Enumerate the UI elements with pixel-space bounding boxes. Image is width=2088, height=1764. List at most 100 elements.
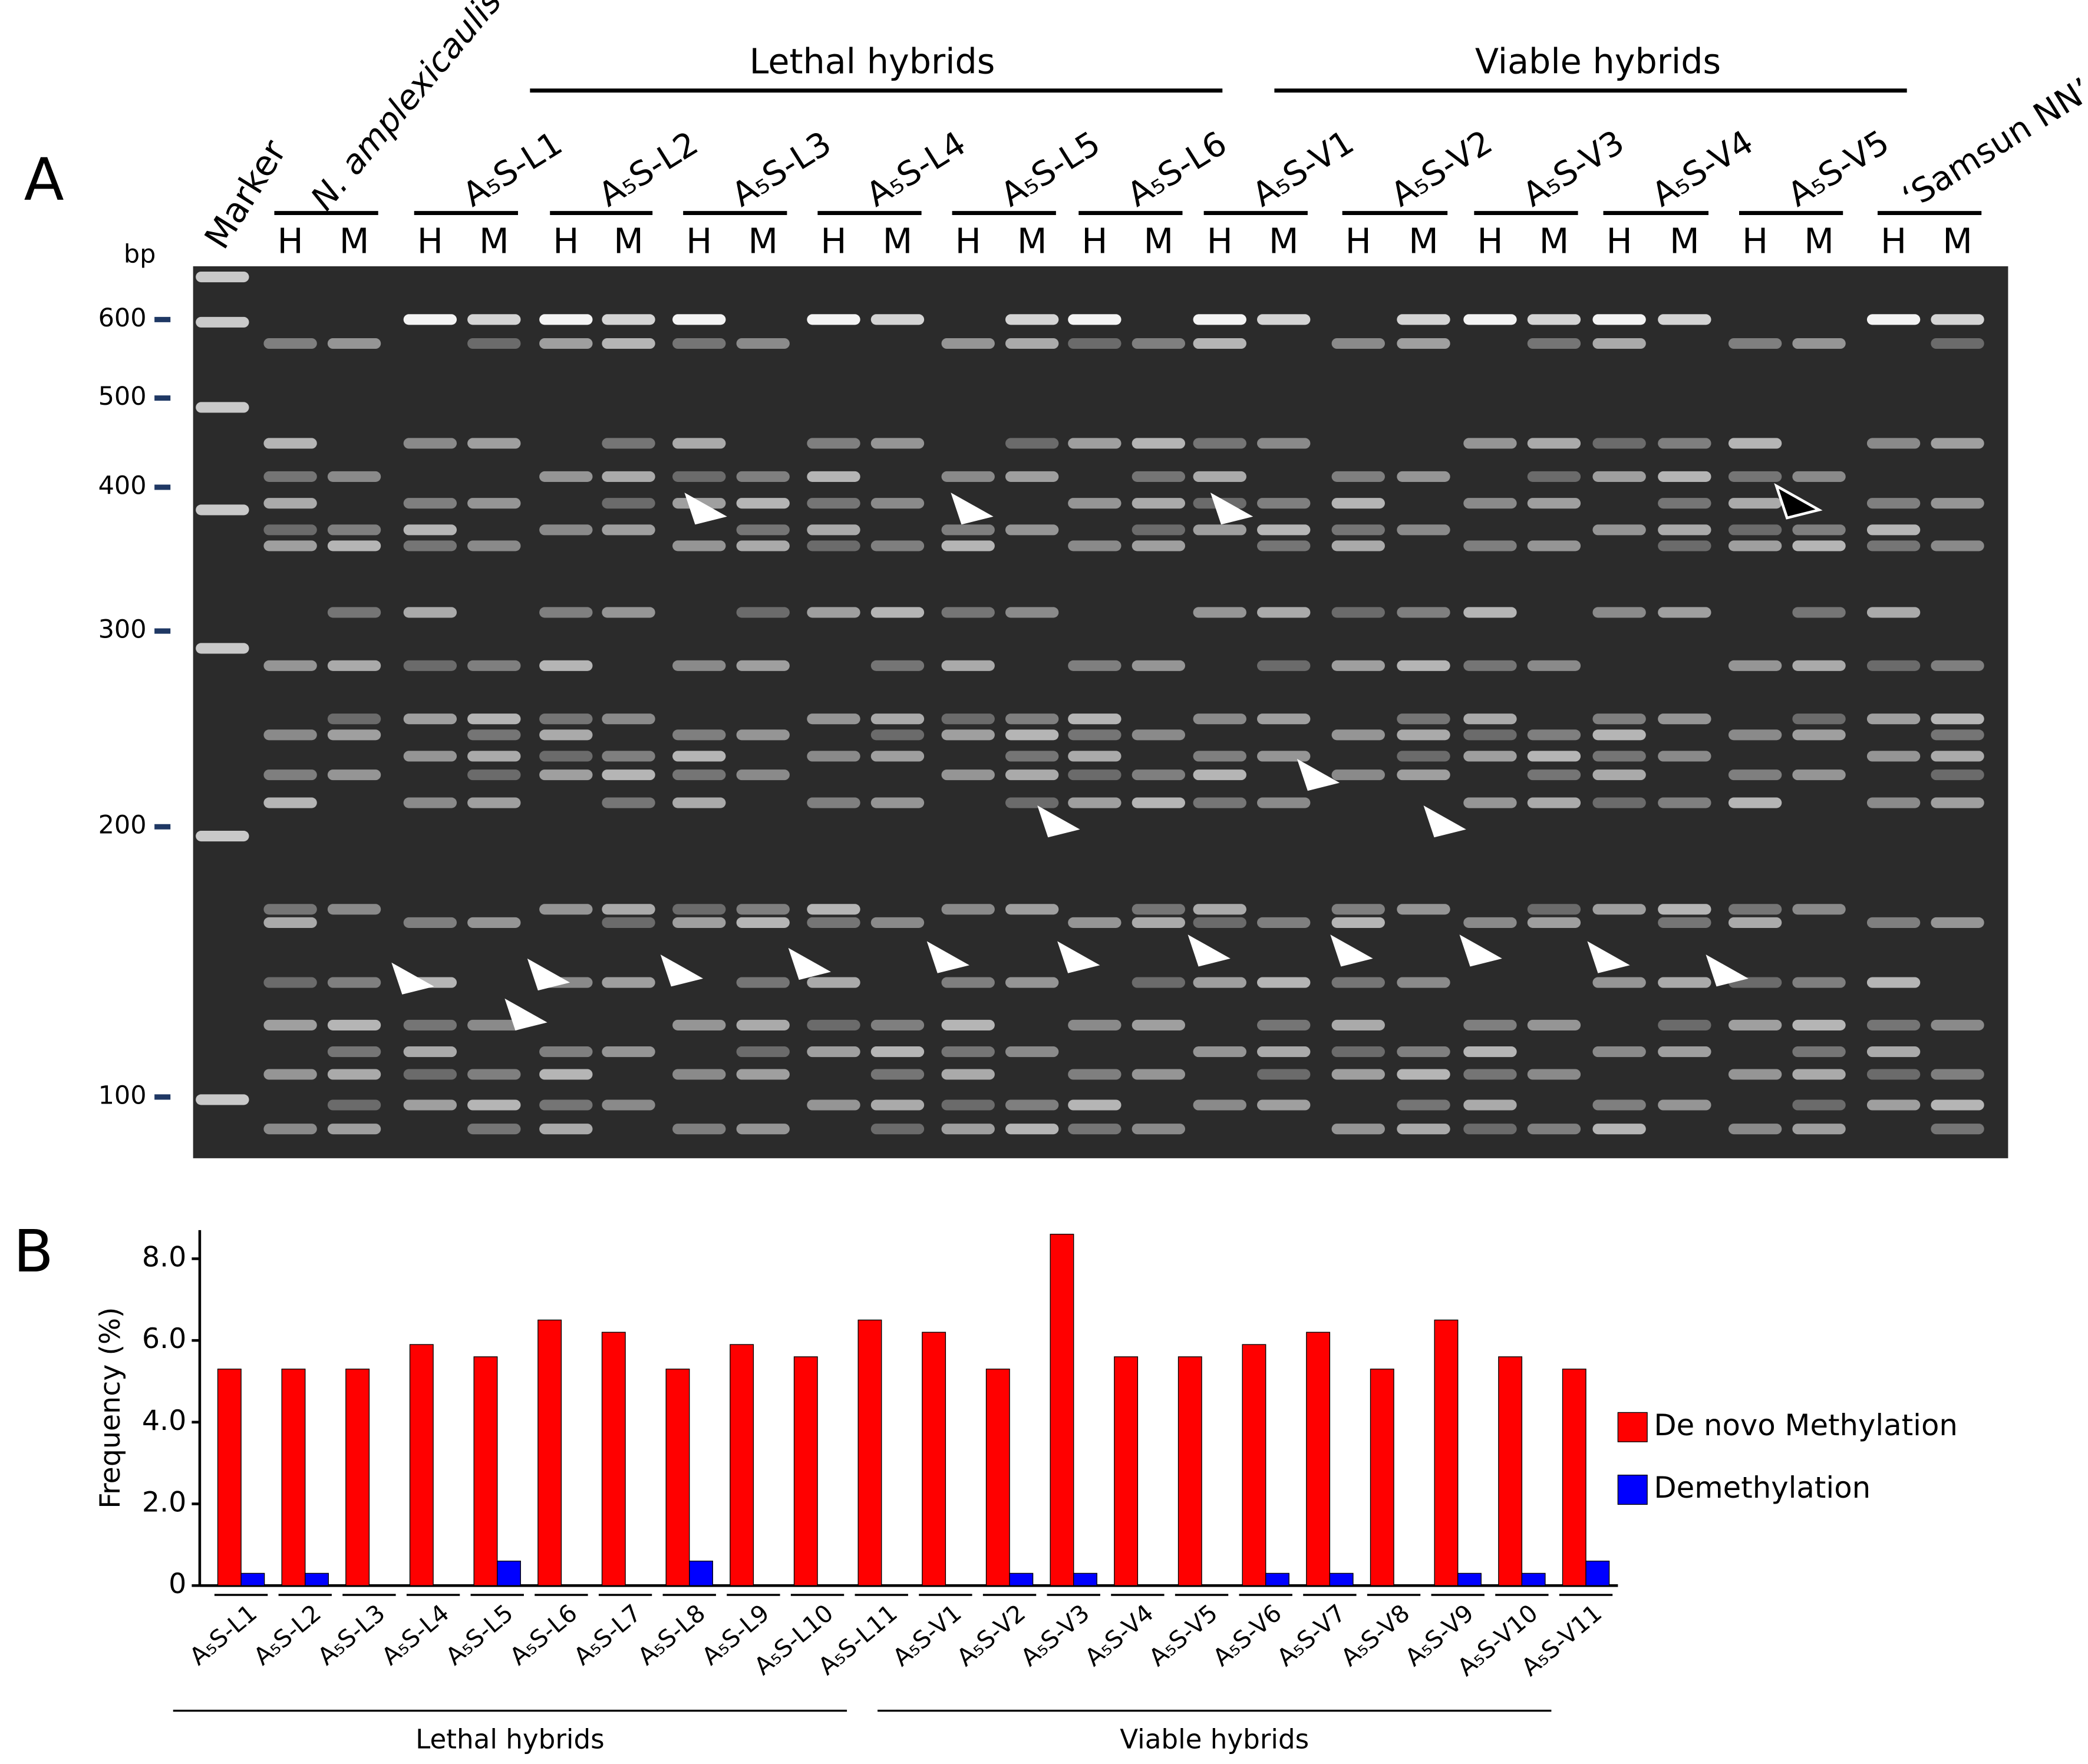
arrowhead — [1706, 954, 1749, 987]
gel-band — [196, 316, 249, 328]
gel-band — [1193, 438, 1246, 449]
gel-band — [1397, 1124, 1450, 1135]
gel-band — [1527, 1019, 1581, 1030]
gel-band — [1931, 438, 1984, 449]
group-label: Viable hybrids — [1475, 41, 1721, 82]
gel-band — [602, 524, 655, 536]
gel-band — [263, 498, 317, 509]
gel-band — [1463, 1099, 1517, 1111]
lane-label: A₅S-V1 — [1246, 123, 1361, 214]
gel-band — [807, 438, 860, 449]
arrowhead — [1037, 805, 1080, 838]
bar — [1562, 1368, 1586, 1586]
lane-letter: H — [1207, 221, 1233, 262]
lane-label: A₅S-L3 — [725, 124, 838, 214]
gel-band — [1931, 797, 1984, 808]
gel-band — [736, 917, 790, 928]
group-label: Lethal hybrids — [415, 1724, 605, 1755]
gel-band — [263, 660, 317, 671]
gel-band — [1397, 751, 1450, 762]
gel-band — [467, 338, 521, 349]
gel-band — [736, 1046, 790, 1058]
gel-band — [539, 338, 593, 349]
lane-letter: H — [1607, 221, 1632, 262]
gel-band — [602, 1046, 655, 1058]
gel-band — [1658, 713, 1711, 725]
gel-band — [1728, 471, 1782, 483]
gel-band — [1592, 729, 1646, 741]
bar — [1050, 1234, 1074, 1586]
gel-band — [1397, 524, 1450, 536]
gel-band — [1132, 1069, 1186, 1080]
gel-band — [941, 1069, 995, 1080]
gel-band — [1592, 713, 1646, 725]
lane-label: ‘Samsun NN’ — [1896, 71, 2088, 217]
lane-letter: M — [748, 221, 778, 262]
gel-band — [1658, 977, 1711, 988]
bar — [793, 1356, 818, 1586]
lane-letter: M — [883, 221, 913, 262]
x-tick-label: A₅S-L5 — [440, 1598, 519, 1670]
gel-band — [672, 314, 726, 325]
gel-band — [403, 713, 457, 725]
gel-band — [1728, 524, 1782, 536]
x-tick-label: A₅S-L6 — [504, 1598, 583, 1670]
gel-band — [539, 713, 593, 725]
gel-band — [539, 1124, 593, 1135]
gel-band — [467, 797, 521, 808]
gel-band — [1527, 1069, 1581, 1080]
gel-band — [327, 713, 381, 725]
gel-band — [602, 977, 655, 988]
gel-band — [1397, 977, 1450, 988]
gel-band — [1728, 498, 1782, 509]
gel-band — [1068, 438, 1121, 449]
gel-band — [1005, 729, 1059, 741]
gel-band — [1397, 1046, 1450, 1058]
size-unit: bp — [124, 239, 156, 269]
arrowhead — [1423, 805, 1466, 838]
gel-band — [602, 904, 655, 915]
gel-band — [403, 1019, 457, 1030]
gel-band — [1592, 607, 1646, 618]
gel-band — [1068, 769, 1121, 781]
bar — [1585, 1560, 1610, 1586]
gel-band — [1792, 338, 1846, 349]
y-tick-label: 6.0 — [142, 1323, 186, 1355]
arrowhead — [1188, 934, 1231, 967]
gel-band — [1005, 1099, 1059, 1111]
gel-band — [870, 438, 925, 449]
gel-band — [672, 1019, 726, 1030]
gel-band — [1068, 498, 1121, 509]
bar — [689, 1560, 713, 1586]
arrowhead — [1057, 941, 1100, 973]
lane-label: A₅S-L1 — [456, 124, 569, 214]
gel-band — [1866, 524, 1921, 536]
gel-band — [327, 729, 381, 741]
bar — [1177, 1356, 1202, 1586]
gel-band — [539, 904, 593, 915]
gel-band — [807, 917, 860, 928]
gel-band — [327, 540, 381, 551]
gel-band — [870, 314, 925, 325]
bar — [240, 1573, 265, 1586]
gel-band — [1658, 917, 1711, 928]
gel-band — [1728, 1124, 1782, 1135]
gel-band — [941, 660, 995, 671]
gel-band — [1257, 498, 1311, 509]
lane-label: A₅S-V4 — [1645, 123, 1760, 214]
gel-band — [1132, 524, 1186, 536]
gel-band — [196, 831, 249, 842]
lane-label: A₅S-L2 — [592, 124, 705, 214]
gel-band — [1132, 797, 1186, 808]
gel-band — [870, 660, 925, 671]
gel-band — [1527, 471, 1581, 483]
gel-band — [1463, 917, 1517, 928]
gel-band — [263, 524, 317, 536]
gel-band — [467, 498, 521, 509]
gel-band — [1658, 471, 1711, 483]
gel-band — [602, 438, 655, 449]
gel-band — [1132, 769, 1186, 781]
gel-band — [196, 271, 249, 283]
gel-band — [1792, 1046, 1846, 1058]
gel-band — [1132, 1124, 1186, 1135]
